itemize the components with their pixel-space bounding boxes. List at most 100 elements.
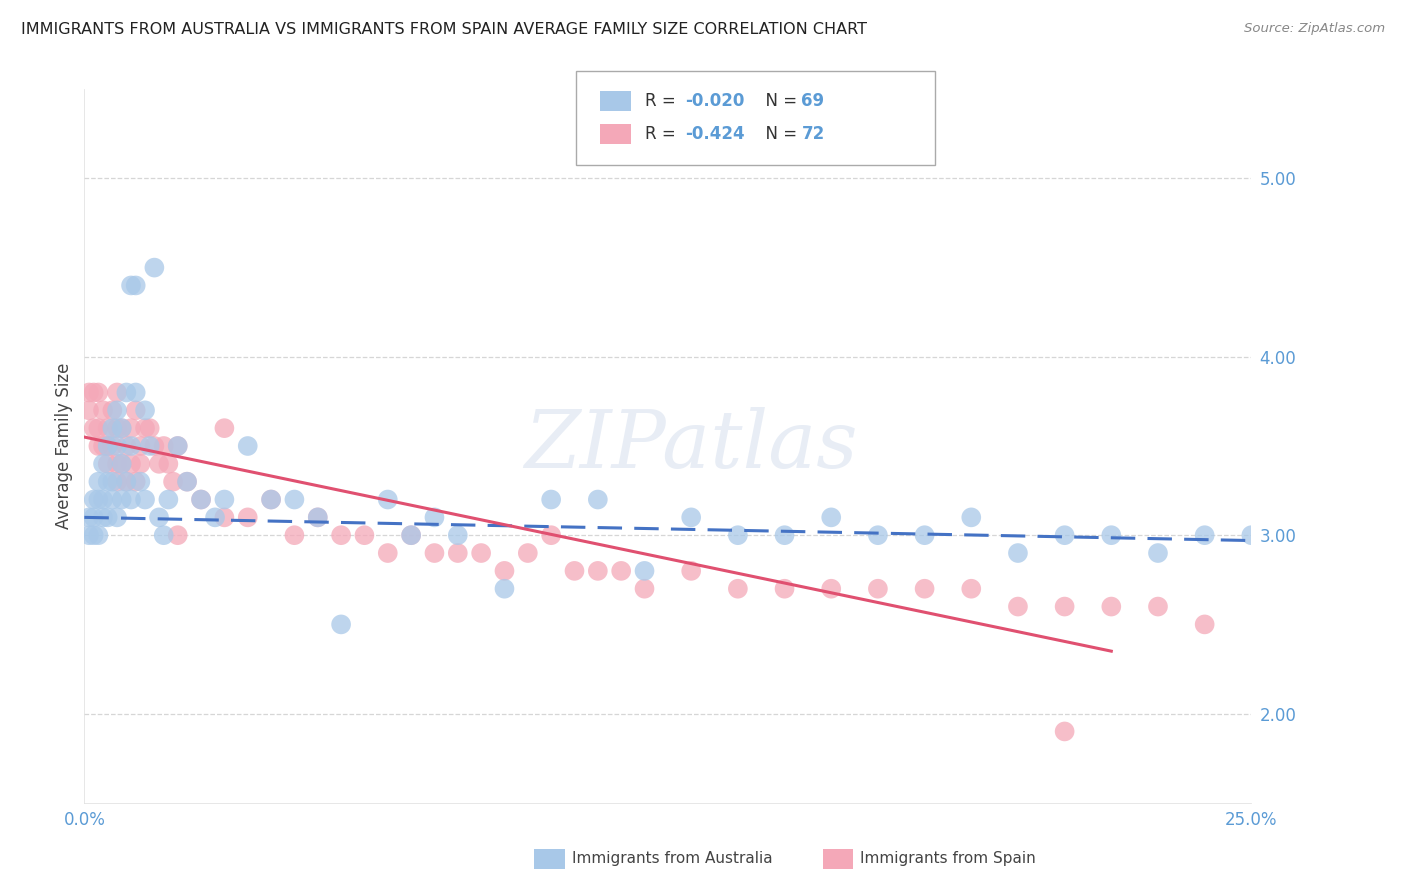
Point [610,564,633,578]
Point [1099,528,1122,542]
Point [105,421,128,435]
Point [125,278,148,293]
Point [1053,599,1076,614]
Point [105,385,128,400]
Point [260,492,283,507]
Point [87,492,110,507]
Point [105,457,128,471]
Point [91,439,114,453]
Point [111,492,134,507]
Point [148,510,170,524]
Point [111,421,134,435]
Point [83,510,105,524]
Point [115,439,138,453]
Point [214,421,236,435]
Point [540,492,562,507]
Point [77,528,100,542]
Point [115,385,138,400]
Point [143,260,166,275]
Point [214,492,236,507]
Text: Immigrants from Spain: Immigrants from Spain [860,851,1036,865]
Point [101,421,124,435]
Point [633,564,655,578]
Point [125,403,148,417]
Point [101,475,124,489]
Point [157,492,180,507]
Point [633,582,655,596]
Point [960,510,983,524]
Point [87,421,110,435]
Point [1194,528,1216,542]
Point [399,528,422,542]
Point [1194,617,1216,632]
Point [129,439,152,453]
Point [125,475,148,489]
Point [134,492,156,507]
Point [586,492,609,507]
Point [1147,599,1170,614]
Point [143,439,166,453]
Point [97,510,120,524]
Point [1053,528,1076,542]
Point [152,439,174,453]
Point [914,582,936,596]
Point [91,403,114,417]
Text: N =: N = [755,125,803,143]
Point [120,439,142,453]
Point [914,528,936,542]
Point [540,528,562,542]
Point [115,475,138,489]
Point [115,475,138,489]
Point [101,439,124,453]
Point [77,510,100,524]
Point [87,528,110,542]
Point [330,528,353,542]
Point [134,421,156,435]
Point [111,457,134,471]
Point [105,439,128,453]
Point [97,421,120,435]
Point [423,546,446,560]
Point [111,421,134,435]
Point [105,510,128,524]
Text: IMMIGRANTS FROM AUSTRALIA VS IMMIGRANTS FROM SPAIN AVERAGE FAMILY SIZE CORRELATI: IMMIGRANTS FROM AUSTRALIA VS IMMIGRANTS … [21,22,868,37]
Point [97,475,120,489]
Point [516,546,538,560]
Point [111,457,134,471]
Point [83,421,105,435]
Point [91,492,114,507]
Point [820,582,842,596]
Point [97,439,120,453]
Point [727,582,749,596]
Point [773,582,796,596]
Text: -0.424: -0.424 [685,125,744,143]
Point [120,457,142,471]
Point [727,528,749,542]
Point [1240,528,1263,542]
Point [148,457,170,471]
Point [77,385,100,400]
Point [97,457,120,471]
Point [77,403,100,417]
Point [91,510,114,524]
Point [162,475,184,489]
Point [866,582,889,596]
Point [120,492,142,507]
Point [399,528,422,542]
Point [83,492,105,507]
Point [377,546,399,560]
Point [353,528,375,542]
Point [190,492,212,507]
Point [1099,599,1122,614]
Text: N =: N = [755,92,803,110]
Point [97,439,120,453]
Point [307,510,329,524]
Text: ZIPatlas: ZIPatlas [524,408,858,484]
Point [681,510,703,524]
Point [236,510,259,524]
Point [166,528,188,542]
Text: -0.020: -0.020 [685,92,744,110]
Point [564,564,586,578]
Point [166,439,188,453]
Point [138,421,160,435]
